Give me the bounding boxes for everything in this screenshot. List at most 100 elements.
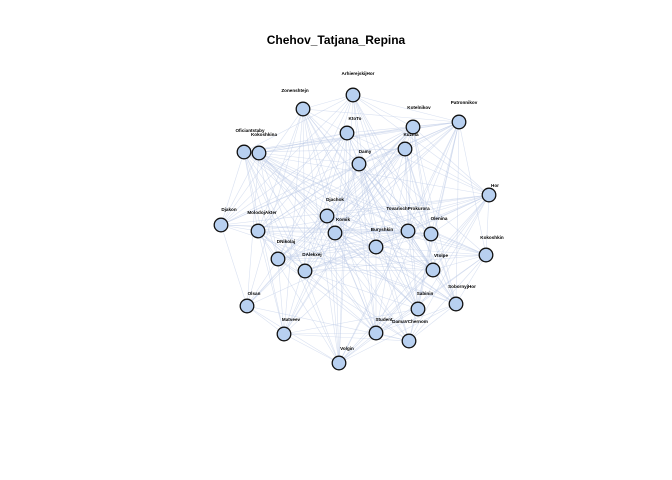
node-Damy[interactable]: Damy xyxy=(351,149,372,172)
node-KtoTo[interactable]: KtoTo xyxy=(339,116,362,141)
node-DAlekxej[interactable]: DAlekxej xyxy=(297,252,322,279)
node-circle xyxy=(297,263,313,279)
edge-Patronnikov-KtoTo xyxy=(346,121,460,134)
node-label: SobornyjHor xyxy=(448,284,476,289)
node-Sabinin[interactable]: Sabinin xyxy=(410,291,433,317)
node-circle xyxy=(331,355,347,371)
edge-Kuzma-Hor xyxy=(404,148,490,196)
node-TovarischProkurora[interactable]: TovarischProkurora xyxy=(386,206,430,239)
edge-Olenina-SobornyjHor xyxy=(430,233,457,305)
edge-DNikolaj-Vtolpe xyxy=(277,258,434,271)
edge-Kotelnikov-Djakon xyxy=(220,126,414,226)
edge-MolodojAkter-Matveev xyxy=(257,230,285,335)
node-circle xyxy=(425,262,441,278)
node-label: Matveev xyxy=(282,317,301,322)
node-DNikolaj[interactable]: DNikolaj xyxy=(270,239,295,267)
node-Komik[interactable]: Komik xyxy=(327,217,350,241)
edge-Zonenshtejn-KtoTo xyxy=(302,108,348,134)
node-Vtolpe[interactable]: Vtolpe xyxy=(425,253,448,278)
node-label: Kokoshkina xyxy=(251,132,277,137)
edge-KtoTo-Kokoshkin xyxy=(346,132,487,256)
edge-Komik-Matveev xyxy=(283,232,336,335)
edge-DNikolaj-Student xyxy=(277,258,377,334)
node-DamaVChernom[interactable]: DamaVChernom xyxy=(392,319,428,349)
node-Djachok[interactable]: Djachok xyxy=(319,197,344,224)
edge-Kuzma-TovarischProkurora xyxy=(404,148,409,232)
node-Volgin[interactable]: Volgin xyxy=(331,346,354,371)
edge-Student-Volgin xyxy=(338,332,377,364)
edge-Djakon-TovarischProkurora xyxy=(220,224,409,232)
edge-Djakon-Olsan xyxy=(220,224,248,307)
edge-Patronnikov-Volgin xyxy=(338,121,460,364)
node-MolodojAkter[interactable]: MolodojAkter xyxy=(247,210,277,239)
node-ArhierejskijHor[interactable]: ArhierejskijHor xyxy=(342,71,375,103)
edge-Hor-MolodojAkter xyxy=(257,194,490,232)
node-SobornyjHor[interactable]: SobornyjHor xyxy=(448,284,476,312)
node-label: ArhierejskijHor xyxy=(342,71,375,76)
edge-Damy-MolodojAkter xyxy=(257,163,360,232)
edge-Djachok-DAlekxej xyxy=(304,215,328,272)
edge-KtoTo-Hor xyxy=(346,132,490,196)
edge-Zonenshtejn-Olsan xyxy=(246,108,304,307)
node-circle xyxy=(327,225,343,241)
node-Kokoshkin[interactable]: Kokoshkin xyxy=(478,235,504,263)
edge-Kokoshkina-Vtolpe xyxy=(258,152,434,271)
edge-Patronnikov-Kokoshkina xyxy=(258,121,460,154)
edge-Buryshkin-DNikolaj xyxy=(277,246,377,260)
node-Kuzma[interactable]: Kuzma xyxy=(397,132,419,157)
edge-Hor-Kokoshkin xyxy=(485,194,490,256)
edge-Kotelnikov-TovarischProkurora xyxy=(407,126,414,232)
edge-Zonenshtejn-Buryshkin xyxy=(302,108,377,248)
edge-DNikolaj-Olsan xyxy=(246,258,279,307)
node-label: MolodojAkter xyxy=(247,210,277,215)
node-Buryshkin[interactable]: Buryshkin xyxy=(368,227,393,255)
edge-Kuzma-Damy xyxy=(358,148,406,165)
node-circle xyxy=(251,145,267,161)
edge-Damy-Komik xyxy=(334,163,360,234)
node-Patronnikov[interactable]: Patronnikov xyxy=(451,100,478,130)
edge-SobornyjHor-Student xyxy=(375,303,457,334)
node-Zonenshtejn[interactable]: Zonenshtejn xyxy=(281,88,311,117)
edge-Buryshkin-Sabinin xyxy=(375,246,419,310)
edge-Kokoshkina-DNikolaj xyxy=(258,152,279,260)
edge-MolodojAkter-Volgin xyxy=(257,230,340,364)
edge-Hor-Vtolpe xyxy=(432,194,490,271)
edge-Olenina-DAlekxej xyxy=(304,233,432,272)
edge-Hor-Djakon xyxy=(220,194,490,226)
edge-Olenina-Kokoshkin xyxy=(430,233,487,256)
node-Olenina[interactable]: Olenina xyxy=(423,216,448,242)
edge-Kuzma-Olenina xyxy=(404,148,432,235)
edge-DAlekxej-Vtolpe xyxy=(304,269,434,272)
edge-Damy-Olenina xyxy=(358,163,432,235)
edge-Oficiantstaby-Kokoshkin xyxy=(243,151,487,256)
edge-Buryshkin-Matveev xyxy=(283,246,377,335)
node-Hor[interactable]: Hor xyxy=(481,183,499,203)
node-Matveev[interactable]: Matveev xyxy=(276,317,301,342)
edge-Buryshkin-Kokoshkin xyxy=(375,246,487,256)
edge-Damy-Djachok xyxy=(326,163,360,217)
node-Kotelnikov[interactable]: Kotelnikov xyxy=(405,105,431,135)
node-Kokoshkina[interactable]: Kokoshkina xyxy=(251,132,277,161)
node-Student[interactable]: Student xyxy=(368,317,393,341)
node-label: Volgin xyxy=(340,346,354,351)
node-Olsan[interactable]: Olsan xyxy=(239,291,261,314)
node-circle xyxy=(351,156,367,172)
edge-Patronnikov-SobornyjHor xyxy=(455,121,460,305)
edge-Vtolpe-Student xyxy=(375,269,434,334)
edge-ArhierejskijHor-Djakon xyxy=(220,94,354,226)
edge-Kokoshkin-Student xyxy=(375,254,487,334)
edge-Kuzma-SobornyjHor xyxy=(404,148,457,305)
edge-TovarischProkurora-DNikolaj xyxy=(277,230,409,260)
edge-DNikolaj-Matveev xyxy=(277,258,285,335)
edge-Komik-Vtolpe xyxy=(334,232,434,271)
edge-Kotelnikov-DAlekxej xyxy=(304,126,414,272)
graph-title: Chehov_Tatjana_Repina xyxy=(266,33,406,47)
edge-KtoTo-DAlekxej xyxy=(304,132,348,272)
node-Oficiantstaby[interactable]: Oficiantstaby xyxy=(235,128,265,160)
edge-DNikolaj-Kokoshkin xyxy=(277,254,487,260)
edge-Hor-Olsan xyxy=(246,194,490,307)
node-circle xyxy=(448,296,464,312)
node-circle xyxy=(405,119,421,135)
edge-Komik-TovarischProkurora xyxy=(334,230,409,234)
node-Djakon[interactable]: Djakon xyxy=(213,207,237,233)
